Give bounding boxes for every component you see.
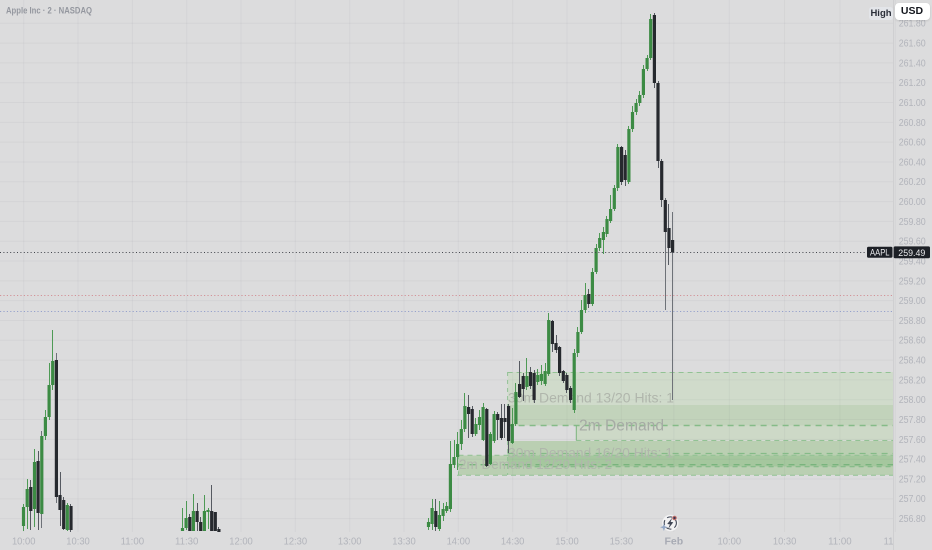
svg-text:11:30: 11:30 — [175, 537, 199, 548]
svg-text:14:00: 14:00 — [447, 537, 471, 548]
svg-text:259.49: 259.49 — [898, 248, 925, 259]
svg-text:258.20: 258.20 — [899, 375, 926, 386]
svg-text:260.00: 260.00 — [899, 197, 926, 208]
svg-text:30m Demand 13/20 Hits: 1: 30m Demand 13/20 Hits: 1 — [508, 390, 674, 406]
svg-text:260.60: 260.60 — [899, 138, 926, 149]
svg-text:10:30: 10:30 — [773, 537, 797, 548]
svg-text:259.40: 259.40 — [899, 257, 926, 268]
svg-text:Apple Inc · 2 · NASDAQ: Apple Inc · 2 · NASDAQ — [6, 5, 92, 16]
svg-text:Feb: Feb — [664, 536, 683, 548]
svg-text:14:30: 14:30 — [501, 537, 525, 548]
svg-text:AAPL: AAPL — [870, 248, 890, 258]
svg-text:260.40: 260.40 — [899, 157, 926, 168]
svg-text:30m Demand 16/20 Hits: 1: 30m Demand 16/20 Hits: 1 — [508, 444, 673, 460]
svg-text:257.60: 257.60 — [899, 435, 926, 446]
svg-text:257.40: 257.40 — [899, 455, 926, 466]
svg-text:258.00: 258.00 — [899, 395, 926, 406]
svg-text:259.00: 259.00 — [899, 296, 926, 307]
svg-text:2m Demand: 2m Demand — [579, 418, 664, 435]
svg-text:259.20: 259.20 — [899, 276, 926, 287]
svg-text:12:00: 12:00 — [229, 537, 253, 548]
svg-text:12:30: 12:30 — [284, 537, 308, 548]
svg-text:10:00: 10:00 — [718, 537, 742, 548]
svg-text:258.60: 258.60 — [899, 336, 926, 347]
svg-text:260.20: 260.20 — [899, 177, 926, 188]
svg-text:259.80: 259.80 — [899, 217, 926, 228]
svg-text:11:00: 11:00 — [828, 537, 852, 548]
svg-text:11:30: 11:30 — [883, 537, 907, 548]
svg-text:257.80: 257.80 — [899, 415, 926, 426]
svg-text:258.40: 258.40 — [899, 356, 926, 367]
svg-text:10:00: 10:00 — [12, 537, 36, 548]
svg-text:15:00: 15:00 — [555, 537, 579, 548]
svg-text:13:30: 13:30 — [392, 537, 416, 548]
svg-text:11:00: 11:00 — [121, 537, 145, 548]
svg-text:260.80: 260.80 — [899, 118, 926, 129]
svg-text:13:00: 13:00 — [338, 537, 362, 548]
svg-text:10:30: 10:30 — [66, 537, 90, 548]
svg-text:257.20: 257.20 — [899, 474, 926, 485]
svg-text:256.80: 256.80 — [899, 514, 926, 525]
svg-text:261.00: 261.00 — [899, 98, 926, 109]
svg-text:261.80: 261.80 — [899, 19, 926, 30]
svg-text:258.80: 258.80 — [899, 316, 926, 327]
svg-text:261.20: 261.20 — [899, 78, 926, 89]
svg-text:261.60: 261.60 — [899, 39, 926, 50]
svg-text:15:30: 15:30 — [610, 537, 634, 548]
svg-text:257.00: 257.00 — [899, 494, 926, 505]
svg-text:2m Demand 12/20 Hits: 2: 2m Demand 12/20 Hits: 2 — [459, 456, 612, 472]
svg-text:261.40: 261.40 — [899, 58, 926, 69]
svg-text:259.60: 259.60 — [899, 237, 926, 248]
